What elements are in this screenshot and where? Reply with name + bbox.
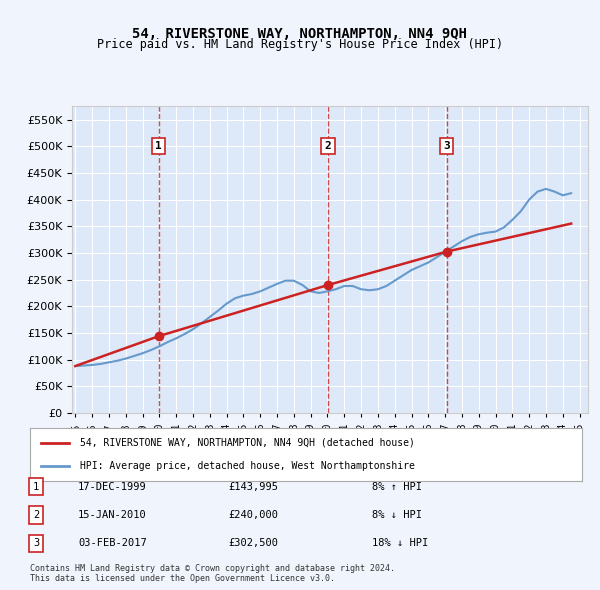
Text: Contains HM Land Registry data © Crown copyright and database right 2024.
This d: Contains HM Land Registry data © Crown c…	[30, 563, 395, 583]
Text: 2: 2	[325, 141, 332, 151]
Text: 1: 1	[155, 141, 162, 151]
Text: 54, RIVERSTONE WAY, NORTHAMPTON, NN4 9QH: 54, RIVERSTONE WAY, NORTHAMPTON, NN4 9QH	[133, 27, 467, 41]
Text: 1: 1	[33, 482, 39, 491]
Text: 15-JAN-2010: 15-JAN-2010	[78, 510, 147, 520]
Text: 3: 3	[443, 141, 450, 151]
Text: 8% ↓ HPI: 8% ↓ HPI	[372, 510, 422, 520]
Text: 17-DEC-1999: 17-DEC-1999	[78, 482, 147, 491]
Text: HPI: Average price, detached house, West Northamptonshire: HPI: Average price, detached house, West…	[80, 461, 415, 471]
Text: £240,000: £240,000	[228, 510, 278, 520]
Text: 54, RIVERSTONE WAY, NORTHAMPTON, NN4 9QH (detached house): 54, RIVERSTONE WAY, NORTHAMPTON, NN4 9QH…	[80, 438, 415, 448]
Text: 3: 3	[33, 539, 39, 548]
Text: 8% ↑ HPI: 8% ↑ HPI	[372, 482, 422, 491]
Text: Price paid vs. HM Land Registry's House Price Index (HPI): Price paid vs. HM Land Registry's House …	[97, 38, 503, 51]
Text: £143,995: £143,995	[228, 482, 278, 491]
Text: 18% ↓ HPI: 18% ↓ HPI	[372, 539, 428, 548]
Text: £302,500: £302,500	[228, 539, 278, 548]
Text: 03-FEB-2017: 03-FEB-2017	[78, 539, 147, 548]
Text: 2: 2	[33, 510, 39, 520]
